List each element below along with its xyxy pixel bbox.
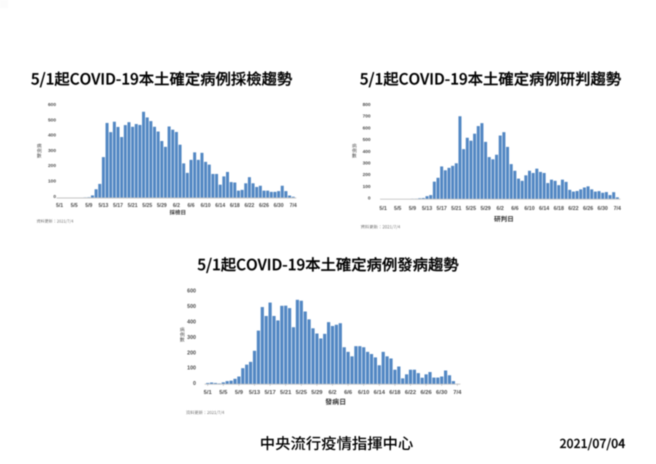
svg-text:5/1: 5/1	[56, 203, 63, 209]
svg-text:6/22: 6/22	[568, 206, 578, 212]
svg-text:6/30: 6/30	[274, 203, 284, 209]
svg-text:500: 500	[363, 137, 371, 143]
svg-text:6/14: 6/14	[539, 206, 549, 212]
svg-text:5/17: 5/17	[264, 390, 275, 396]
svg-text:500: 500	[187, 304, 196, 310]
svg-text:5/17: 5/17	[113, 203, 123, 209]
svg-text:5/25: 5/25	[142, 203, 152, 209]
svg-text:6/18: 6/18	[554, 206, 564, 212]
svg-text:6/30: 6/30	[598, 206, 608, 212]
svg-text:6/2: 6/2	[173, 203, 180, 209]
svg-text:400: 400	[48, 133, 56, 139]
svg-text:0: 0	[53, 194, 56, 200]
svg-text:6/10: 6/10	[358, 390, 369, 396]
svg-text:7/4: 7/4	[614, 206, 621, 212]
svg-text:6/30: 6/30	[436, 390, 447, 396]
svg-text:6/6: 6/6	[187, 203, 194, 209]
svg-text:5/17: 5/17	[437, 206, 447, 212]
svg-text:5/25: 5/25	[466, 206, 476, 212]
svg-text:5/29: 5/29	[480, 206, 490, 212]
svg-text:5/1: 5/1	[204, 390, 213, 396]
svg-text:6/2: 6/2	[328, 390, 336, 396]
svg-text:5/5: 5/5	[219, 390, 228, 396]
svg-text:0: 0	[368, 196, 371, 202]
svg-text:6/10: 6/10	[524, 206, 534, 212]
svg-text:5/13: 5/13	[98, 203, 108, 209]
svg-text:7/4: 7/4	[453, 390, 462, 396]
svg-text:400: 400	[363, 149, 371, 155]
svg-text:6/10: 6/10	[201, 203, 211, 209]
svg-text:500: 500	[48, 117, 56, 123]
svg-text:600: 600	[48, 102, 56, 108]
svg-text:800: 800	[363, 102, 371, 108]
svg-text:100: 100	[48, 179, 56, 185]
svg-text:6/18: 6/18	[389, 390, 401, 396]
svg-text:5/13: 5/13	[249, 390, 261, 396]
svg-text:5/1: 5/1	[379, 206, 386, 212]
svg-text:5/21: 5/21	[451, 206, 461, 212]
svg-text:5/29: 5/29	[157, 203, 167, 209]
svg-text:300: 300	[187, 335, 196, 341]
svg-text:6/6: 6/6	[511, 206, 518, 212]
svg-text:0: 0	[193, 381, 196, 387]
svg-text:6/22: 6/22	[244, 203, 254, 209]
svg-text:200: 200	[48, 163, 56, 169]
svg-text:200: 200	[363, 172, 371, 178]
svg-text:5/9: 5/9	[235, 390, 244, 396]
svg-text:6/22: 6/22	[405, 390, 416, 396]
svg-text:5/29: 5/29	[311, 390, 323, 396]
svg-text:6/6: 6/6	[344, 390, 353, 396]
svg-text:5/21: 5/21	[280, 390, 292, 396]
svg-text:400: 400	[187, 320, 196, 326]
svg-text:5/21: 5/21	[128, 203, 138, 209]
svg-text:6/18: 6/18	[230, 203, 240, 209]
svg-text:300: 300	[48, 148, 56, 154]
svg-text:7/4: 7/4	[290, 203, 297, 209]
svg-text:6/2: 6/2	[497, 206, 504, 212]
svg-text:5/25: 5/25	[296, 390, 308, 396]
svg-text:300: 300	[363, 161, 371, 167]
svg-text:5/9: 5/9	[85, 203, 92, 209]
svg-text:5/5: 5/5	[394, 206, 401, 212]
svg-text:100: 100	[363, 184, 371, 190]
svg-text:6/14: 6/14	[374, 390, 386, 396]
svg-text:700: 700	[363, 114, 371, 120]
svg-text:6/26: 6/26	[583, 206, 593, 212]
svg-text:6/26: 6/26	[420, 390, 432, 396]
svg-text:100: 100	[187, 366, 196, 372]
svg-text:6/26: 6/26	[259, 203, 269, 209]
svg-text:600: 600	[187, 289, 196, 295]
svg-text:5/5: 5/5	[71, 203, 78, 209]
svg-text:200: 200	[187, 350, 196, 356]
svg-text:6/14: 6/14	[215, 203, 225, 209]
svg-text:5/9: 5/9	[409, 206, 416, 212]
svg-text:5/13: 5/13	[422, 206, 432, 212]
svg-text:600: 600	[363, 125, 371, 131]
